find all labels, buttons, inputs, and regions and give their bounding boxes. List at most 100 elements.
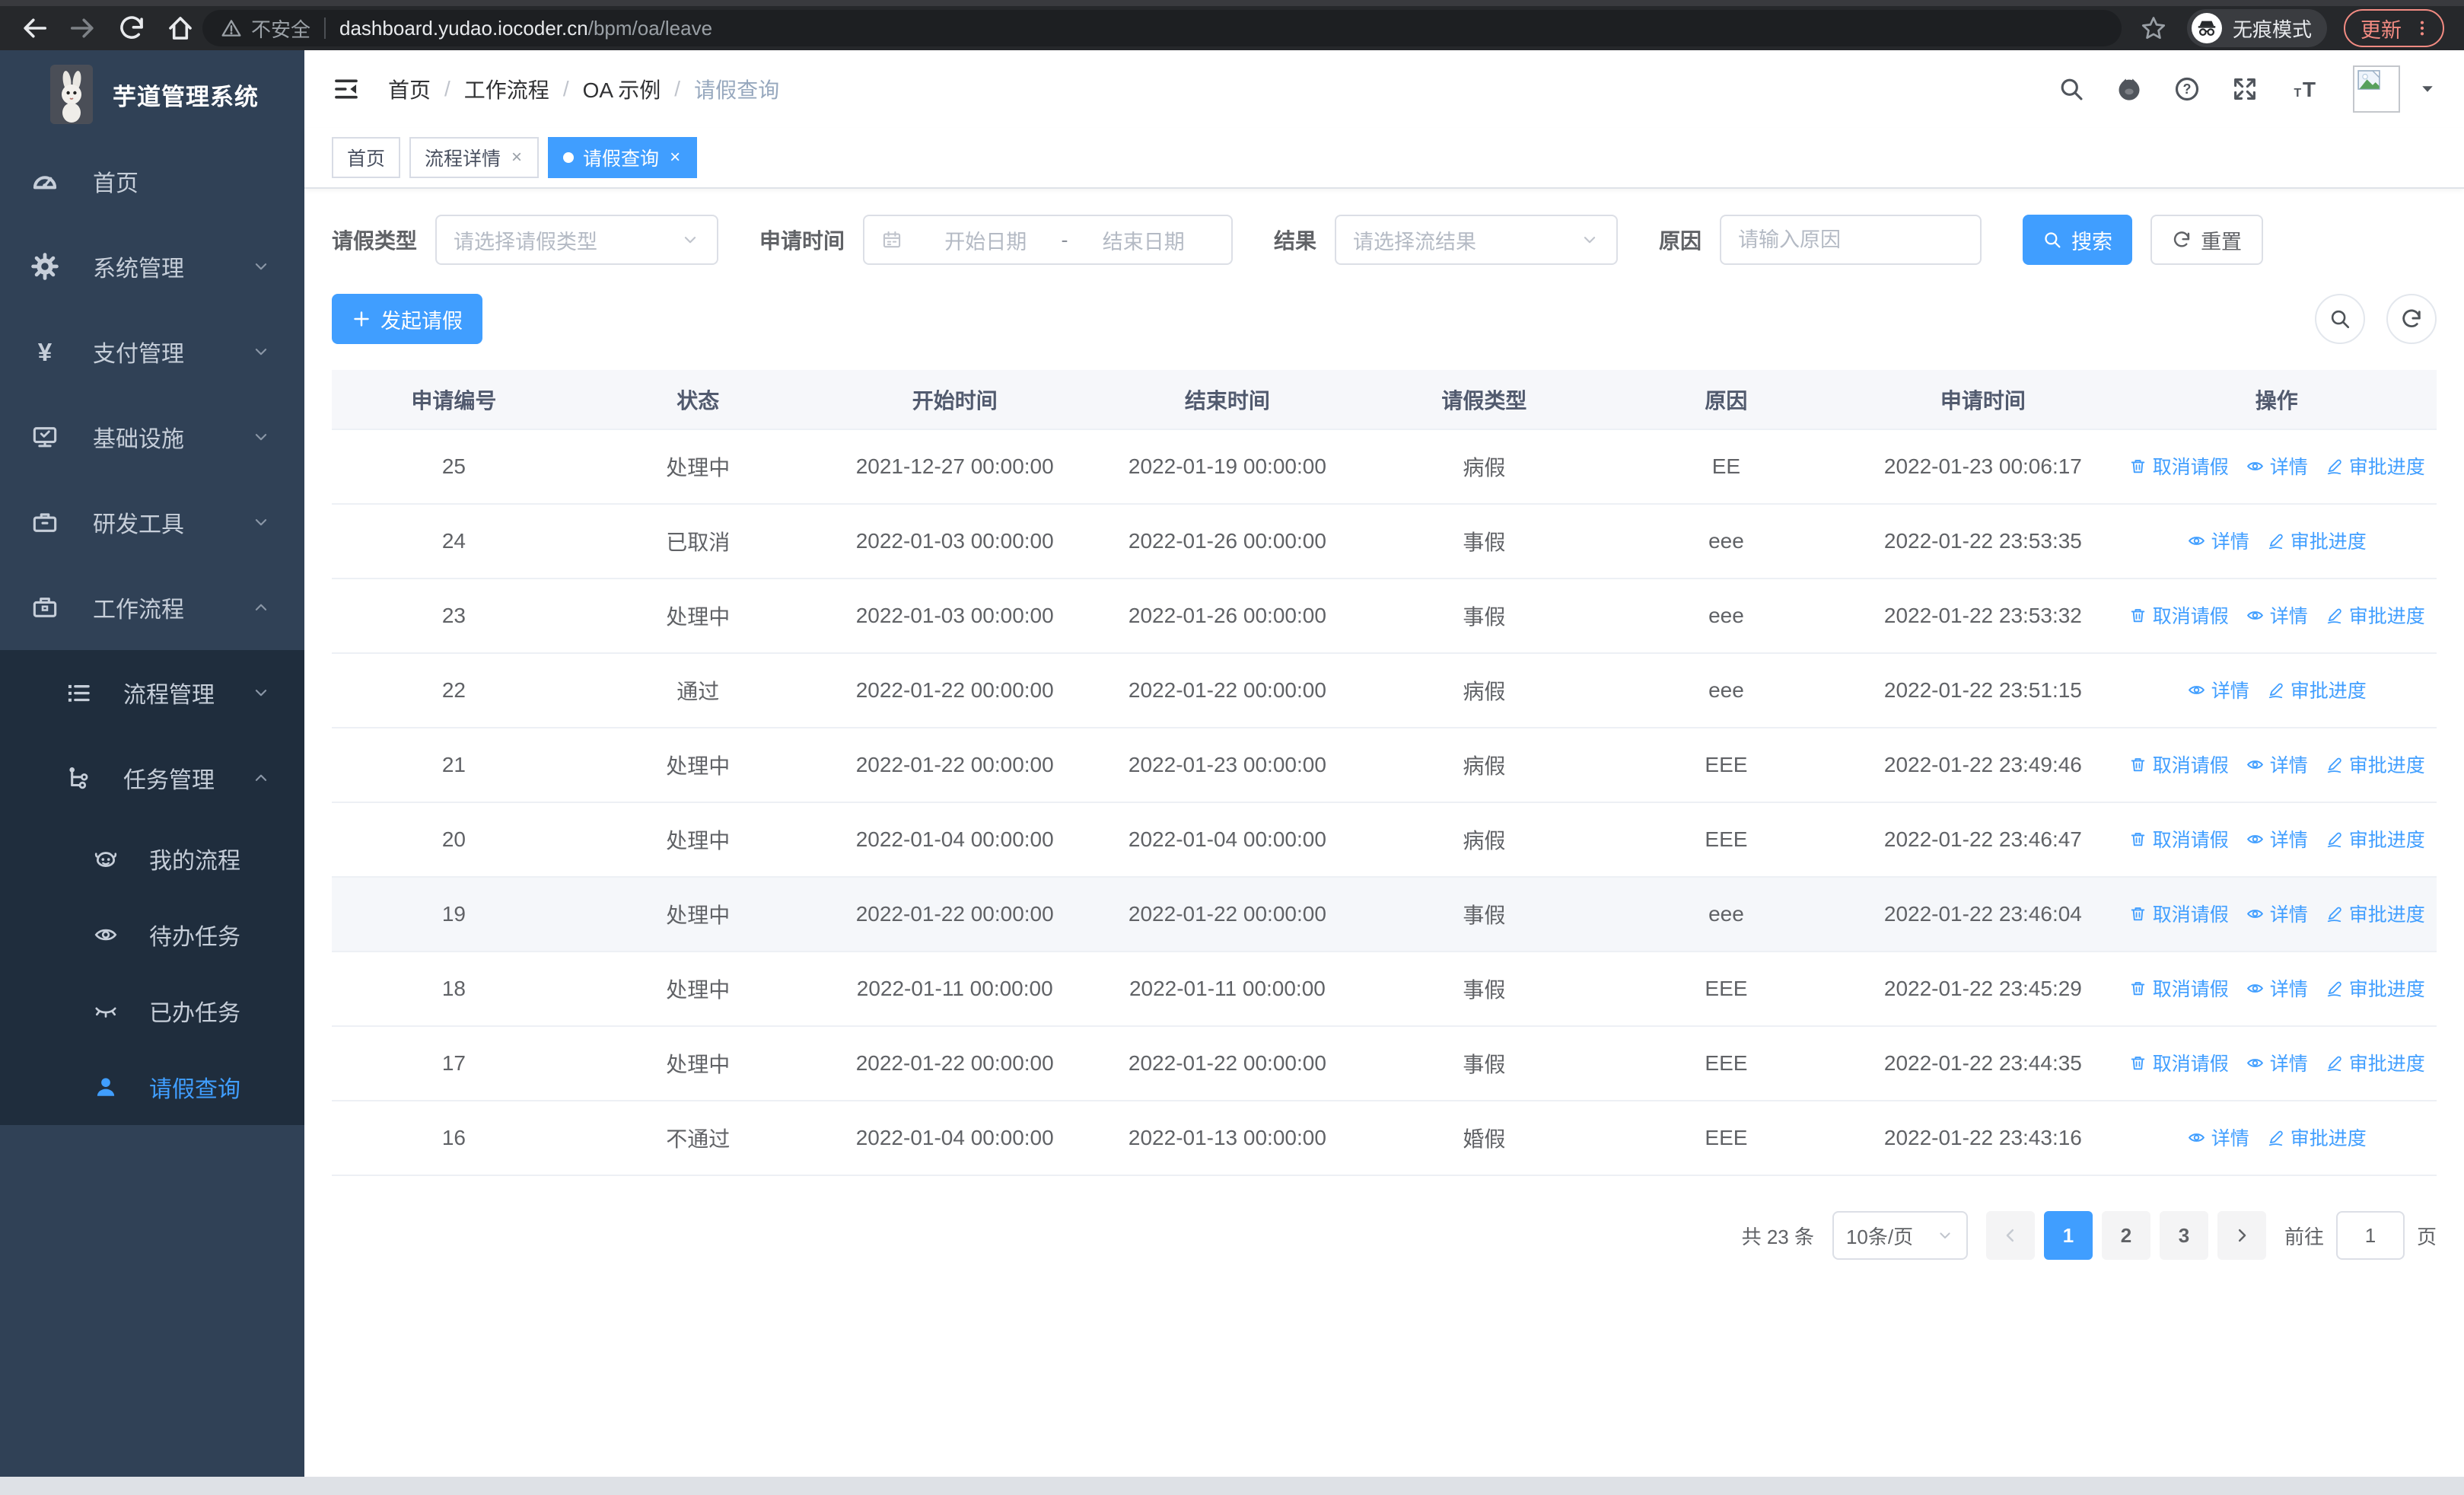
- date-range-input[interactable]: 开始日期 - 结束日期: [863, 215, 1234, 265]
- sidebar-item-infra[interactable]: 基础设施: [0, 394, 304, 480]
- progress-action-link[interactable]: 审批进度: [2266, 527, 2367, 554]
- page-1-button[interactable]: 1: [2043, 1211, 2093, 1260]
- progress-action-link[interactable]: 审批进度: [2325, 452, 2425, 480]
- progress-action-link[interactable]: 审批进度: [2325, 1049, 2425, 1076]
- avatar[interactable]: [2353, 65, 2400, 113]
- cancel-action-link[interactable]: 取消请假: [2128, 825, 2229, 853]
- page-unit-label: 页: [2416, 1225, 2437, 1248]
- tab-close-icon[interactable]: ×: [670, 147, 681, 167]
- sidebar-collapse-icon[interactable]: [332, 75, 361, 104]
- cancel-action-link[interactable]: 取消请假: [2128, 601, 2229, 629]
- detail-action-link[interactable]: 详情: [2246, 751, 2308, 778]
- eye-icon: [2246, 606, 2265, 625]
- help-icon[interactable]: [2173, 75, 2201, 103]
- goto-page-input[interactable]: [2335, 1211, 2405, 1260]
- search-icon[interactable]: [2058, 75, 2085, 103]
- show-search-button[interactable]: [2315, 294, 2365, 344]
- tab-close-icon[interactable]: ×: [511, 147, 523, 167]
- sidebar-item-done-tasks[interactable]: 已办任务: [0, 973, 304, 1049]
- cell-type: 病假: [1365, 653, 1603, 728]
- detail-action-link[interactable]: 详情: [2246, 1049, 2308, 1076]
- search-button[interactable]: 搜索: [2023, 215, 2133, 265]
- page-3-button[interactable]: 3: [2159, 1211, 2208, 1260]
- detail-action-link[interactable]: 详情: [2246, 900, 2308, 927]
- detail-action-link[interactable]: 详情: [2187, 1124, 2249, 1151]
- reset-button-label: 重置: [2201, 230, 2243, 253]
- font-size-icon[interactable]: [2289, 75, 2322, 103]
- app-logo[interactable]: 芋道管理系统: [0, 50, 304, 139]
- reset-button[interactable]: 重置: [2150, 215, 2264, 265]
- progress-action-link[interactable]: 审批进度: [2325, 825, 2425, 853]
- column-header: 请假类型: [1365, 370, 1603, 430]
- address-bar-divider: [324, 18, 326, 39]
- tab-home[interactable]: 首页: [332, 137, 401, 178]
- cancel-action-link[interactable]: 取消请假: [2128, 974, 2229, 1002]
- sidebar-item-workflow[interactable]: 工作流程: [0, 565, 304, 650]
- breadcrumb-item[interactable]: 工作流程: [463, 78, 549, 102]
- active-tab-dot: [563, 152, 575, 163]
- tab-process-detail[interactable]: 流程详情 ×: [409, 137, 540, 178]
- chevron-down-icon: [1580, 230, 1600, 250]
- github-icon[interactable]: [2115, 75, 2143, 103]
- plus-icon: [352, 309, 371, 329]
- breadcrumb-item[interactable]: OA 示例: [582, 78, 661, 102]
- cancel-action-link[interactable]: 取消请假: [2128, 452, 2229, 480]
- refresh-table-button[interactable]: [2386, 294, 2437, 344]
- sidebar-item-payment[interactable]: 支付管理: [0, 309, 304, 394]
- cell-reason: EEE: [1603, 1026, 1850, 1101]
- filter-leave-type: 请假类型 请选择请假类型: [332, 215, 719, 265]
- bookmark-star-icon[interactable]: [2140, 14, 2167, 42]
- cancel-action-link[interactable]: 取消请假: [2128, 751, 2229, 778]
- browser-forward-icon[interactable]: [68, 14, 97, 43]
- cancel-action-label: 取消请假: [2152, 606, 2229, 628]
- detail-action-link[interactable]: 详情: [2246, 452, 2308, 480]
- breadcrumb-item[interactable]: 首页: [388, 78, 431, 102]
- sidebar-item-todo-tasks[interactable]: 待办任务: [0, 897, 304, 973]
- sidebar-item-process-mgmt[interactable]: 流程管理: [0, 650, 304, 735]
- browser-home-icon[interactable]: [166, 14, 195, 43]
- avatar-caret-icon[interactable]: [2418, 80, 2437, 98]
- prev-page-button[interactable]: [1985, 1211, 2035, 1260]
- cell-type: 病假: [1365, 802, 1603, 878]
- progress-action-link[interactable]: 审批进度: [2266, 1124, 2367, 1151]
- user-icon: [93, 1074, 119, 1100]
- result-select[interactable]: 请选择流结果: [1335, 215, 1619, 265]
- detail-action-link[interactable]: 详情: [2187, 527, 2249, 554]
- address-bar[interactable]: 不安全 dashboard.yudao.iocoder.cn/bpm/oa/le…: [202, 10, 2122, 46]
- browser-menu-icon[interactable]: [2412, 18, 2432, 38]
- progress-action-link[interactable]: 审批进度: [2325, 601, 2425, 629]
- column-header: 申请时间: [1849, 370, 2117, 430]
- progress-action-link[interactable]: 审批进度: [2325, 751, 2425, 778]
- page-size-select[interactable]: 10条/页: [1832, 1211, 1968, 1260]
- detail-action-link[interactable]: 详情: [2246, 601, 2308, 629]
- next-page-button[interactable]: [2217, 1211, 2266, 1260]
- tab-leave-query[interactable]: 请假查询 ×: [548, 137, 698, 178]
- fullscreen-icon[interactable]: [2231, 75, 2259, 103]
- detail-action-label: 详情: [2269, 1054, 2308, 1076]
- page-2-button[interactable]: 2: [2101, 1211, 2150, 1260]
- progress-action-link[interactable]: 审批进度: [2325, 900, 2425, 927]
- sidebar-item-system[interactable]: 系统管理: [0, 224, 304, 309]
- leave-type-select[interactable]: 请选择请假类型: [435, 215, 719, 265]
- progress-action-link[interactable]: 审批进度: [2266, 676, 2367, 703]
- sidebar-item-task-mgmt[interactable]: 任务管理: [0, 735, 304, 821]
- cell-end: 2022-01-26 00:00:00: [1089, 579, 1366, 654]
- cancel-action-link[interactable]: 取消请假: [2128, 900, 2229, 927]
- cancel-action-label: 取消请假: [2152, 830, 2229, 852]
- cell-apply: 2022-01-22 23:44:35: [1849, 1026, 2117, 1101]
- detail-action-link[interactable]: 详情: [2187, 676, 2249, 703]
- detail-action-link[interactable]: 详情: [2246, 825, 2308, 853]
- sidebar-item-home[interactable]: 首页: [0, 139, 304, 224]
- sidebar-item-my-process[interactable]: 我的流程: [0, 821, 304, 897]
- pen-icon: [2266, 1128, 2285, 1147]
- browser-refresh-icon[interactable]: [117, 14, 146, 43]
- reason-input[interactable]: [1720, 215, 1982, 265]
- sidebar-item-leave-query[interactable]: 请假查询: [0, 1049, 304, 1125]
- browser-update-button[interactable]: 更新: [2344, 9, 2444, 47]
- sidebar-item-devtools[interactable]: 研发工具: [0, 480, 304, 565]
- browser-back-icon[interactable]: [20, 14, 49, 43]
- cancel-action-link[interactable]: 取消请假: [2128, 1049, 2229, 1076]
- create-leave-button[interactable]: 发起请假: [332, 294, 482, 344]
- progress-action-link[interactable]: 审批进度: [2325, 974, 2425, 1002]
- detail-action-link[interactable]: 详情: [2246, 974, 2308, 1002]
